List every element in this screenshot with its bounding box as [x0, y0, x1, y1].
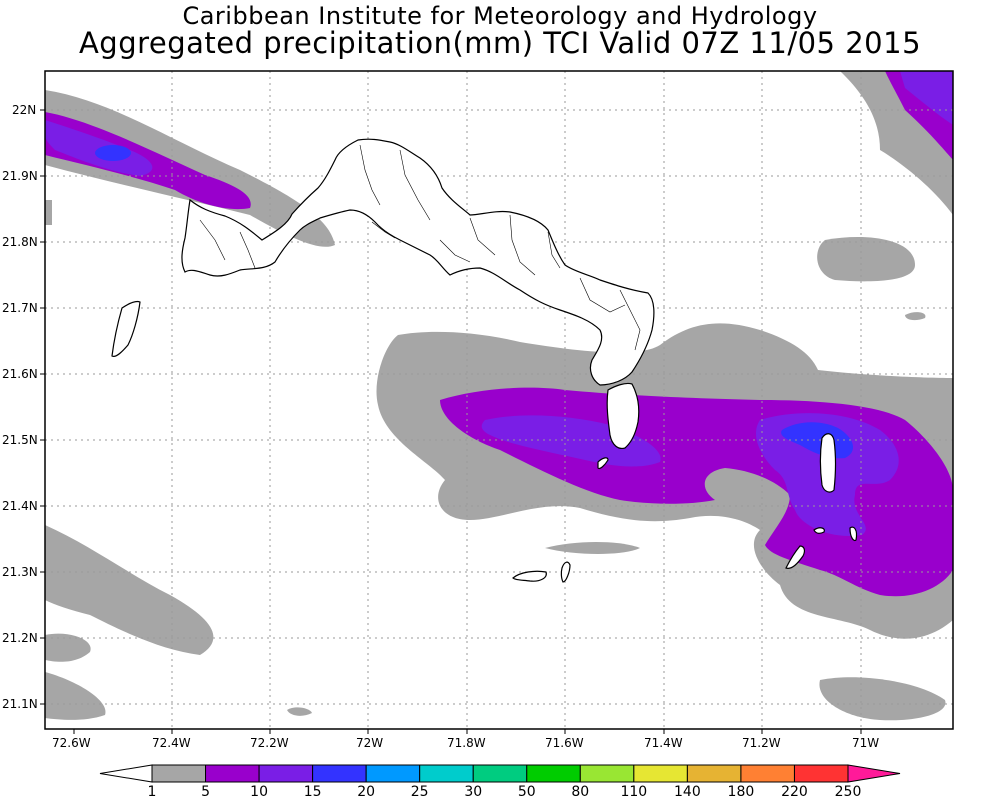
y-tick-label: 21.5N — [2, 433, 38, 447]
island-south-cay-a — [513, 571, 546, 581]
colorbar-swatch — [206, 765, 260, 782]
y-tick-label: 21.6N — [2, 367, 38, 381]
y-tick-label: 21.1N — [2, 697, 38, 711]
colorbar-max-arrow — [848, 765, 900, 782]
y-tick-label: 21.7N — [2, 301, 38, 315]
island-cay-d — [814, 528, 824, 533]
y-tick-label: 21.3N — [2, 565, 38, 579]
colorbar-label: 80 — [571, 784, 589, 800]
colorbar-swatch — [313, 765, 367, 782]
colorbar-swatch — [580, 765, 634, 782]
colorbar-label: 1 — [148, 784, 157, 800]
colorbar: 1 5 10 15 20 25 30 50 80 110 140 180 220 250 — [100, 765, 900, 800]
y-tick-label: 21.8N — [2, 235, 38, 249]
island-south-cay-b — [561, 562, 570, 582]
colorbar-min-arrow — [100, 765, 152, 782]
y-tick-label: 21.2N — [2, 631, 38, 645]
colorbar-swatch — [634, 765, 688, 782]
x-tick-label: 72.4W — [152, 736, 191, 750]
precipitation-field — [45, 71, 953, 729]
colorbar-label: 110 — [620, 784, 647, 800]
y-tick-label: 22N — [12, 103, 36, 117]
island-west-caicos — [112, 301, 140, 356]
colorbar-label: 140 — [674, 784, 701, 800]
colorbar-swatch — [741, 765, 795, 782]
x-tick-label: 71.6W — [545, 736, 584, 750]
colorbar-swatch — [259, 765, 313, 782]
colorbar-label: 15 — [304, 784, 322, 800]
y-tick-label: 21.9N — [2, 169, 38, 183]
x-tick-label: 71.8W — [447, 736, 486, 750]
colorbar-label: 10 — [250, 784, 268, 800]
x-tick-label: 72W — [356, 736, 383, 750]
colorbar-swatch — [366, 765, 420, 782]
x-tick-label: 71W — [852, 736, 879, 750]
colorbar-swatch — [152, 765, 206, 782]
colorbar-label: 25 — [411, 784, 429, 800]
colorbar-swatch — [687, 765, 741, 782]
colorbar-label: 180 — [728, 784, 755, 800]
colorbar-label: 30 — [464, 784, 482, 800]
colorbar-label: 20 — [357, 784, 375, 800]
x-tick-label: 72.2W — [250, 736, 289, 750]
x-tick-label: 71.4W — [644, 736, 683, 750]
x-axis-labels: 72.6W 72.4W 72.2W 72W 71.8W 71.6W 71.4W … — [52, 736, 879, 750]
colorbar-label: 250 — [835, 784, 862, 800]
x-tick-label: 71.2W — [742, 736, 781, 750]
colorbar-swatch — [420, 765, 474, 782]
colorbar-label: 220 — [781, 784, 808, 800]
island-grand-turk — [821, 434, 836, 492]
colorbar-swatch — [794, 765, 848, 782]
colorbar-label: 5 — [201, 784, 210, 800]
x-tick-label: 72.6W — [52, 736, 91, 750]
colorbar-swatch — [527, 765, 581, 782]
y-axis-labels: 22N 21.9N 21.8N 21.7N 21.6N 21.5N 21.4N … — [2, 103, 38, 711]
colorbar-label: 50 — [518, 784, 536, 800]
colorbar-swatch — [473, 765, 527, 782]
y-tick-label: 21.4N — [2, 499, 38, 513]
